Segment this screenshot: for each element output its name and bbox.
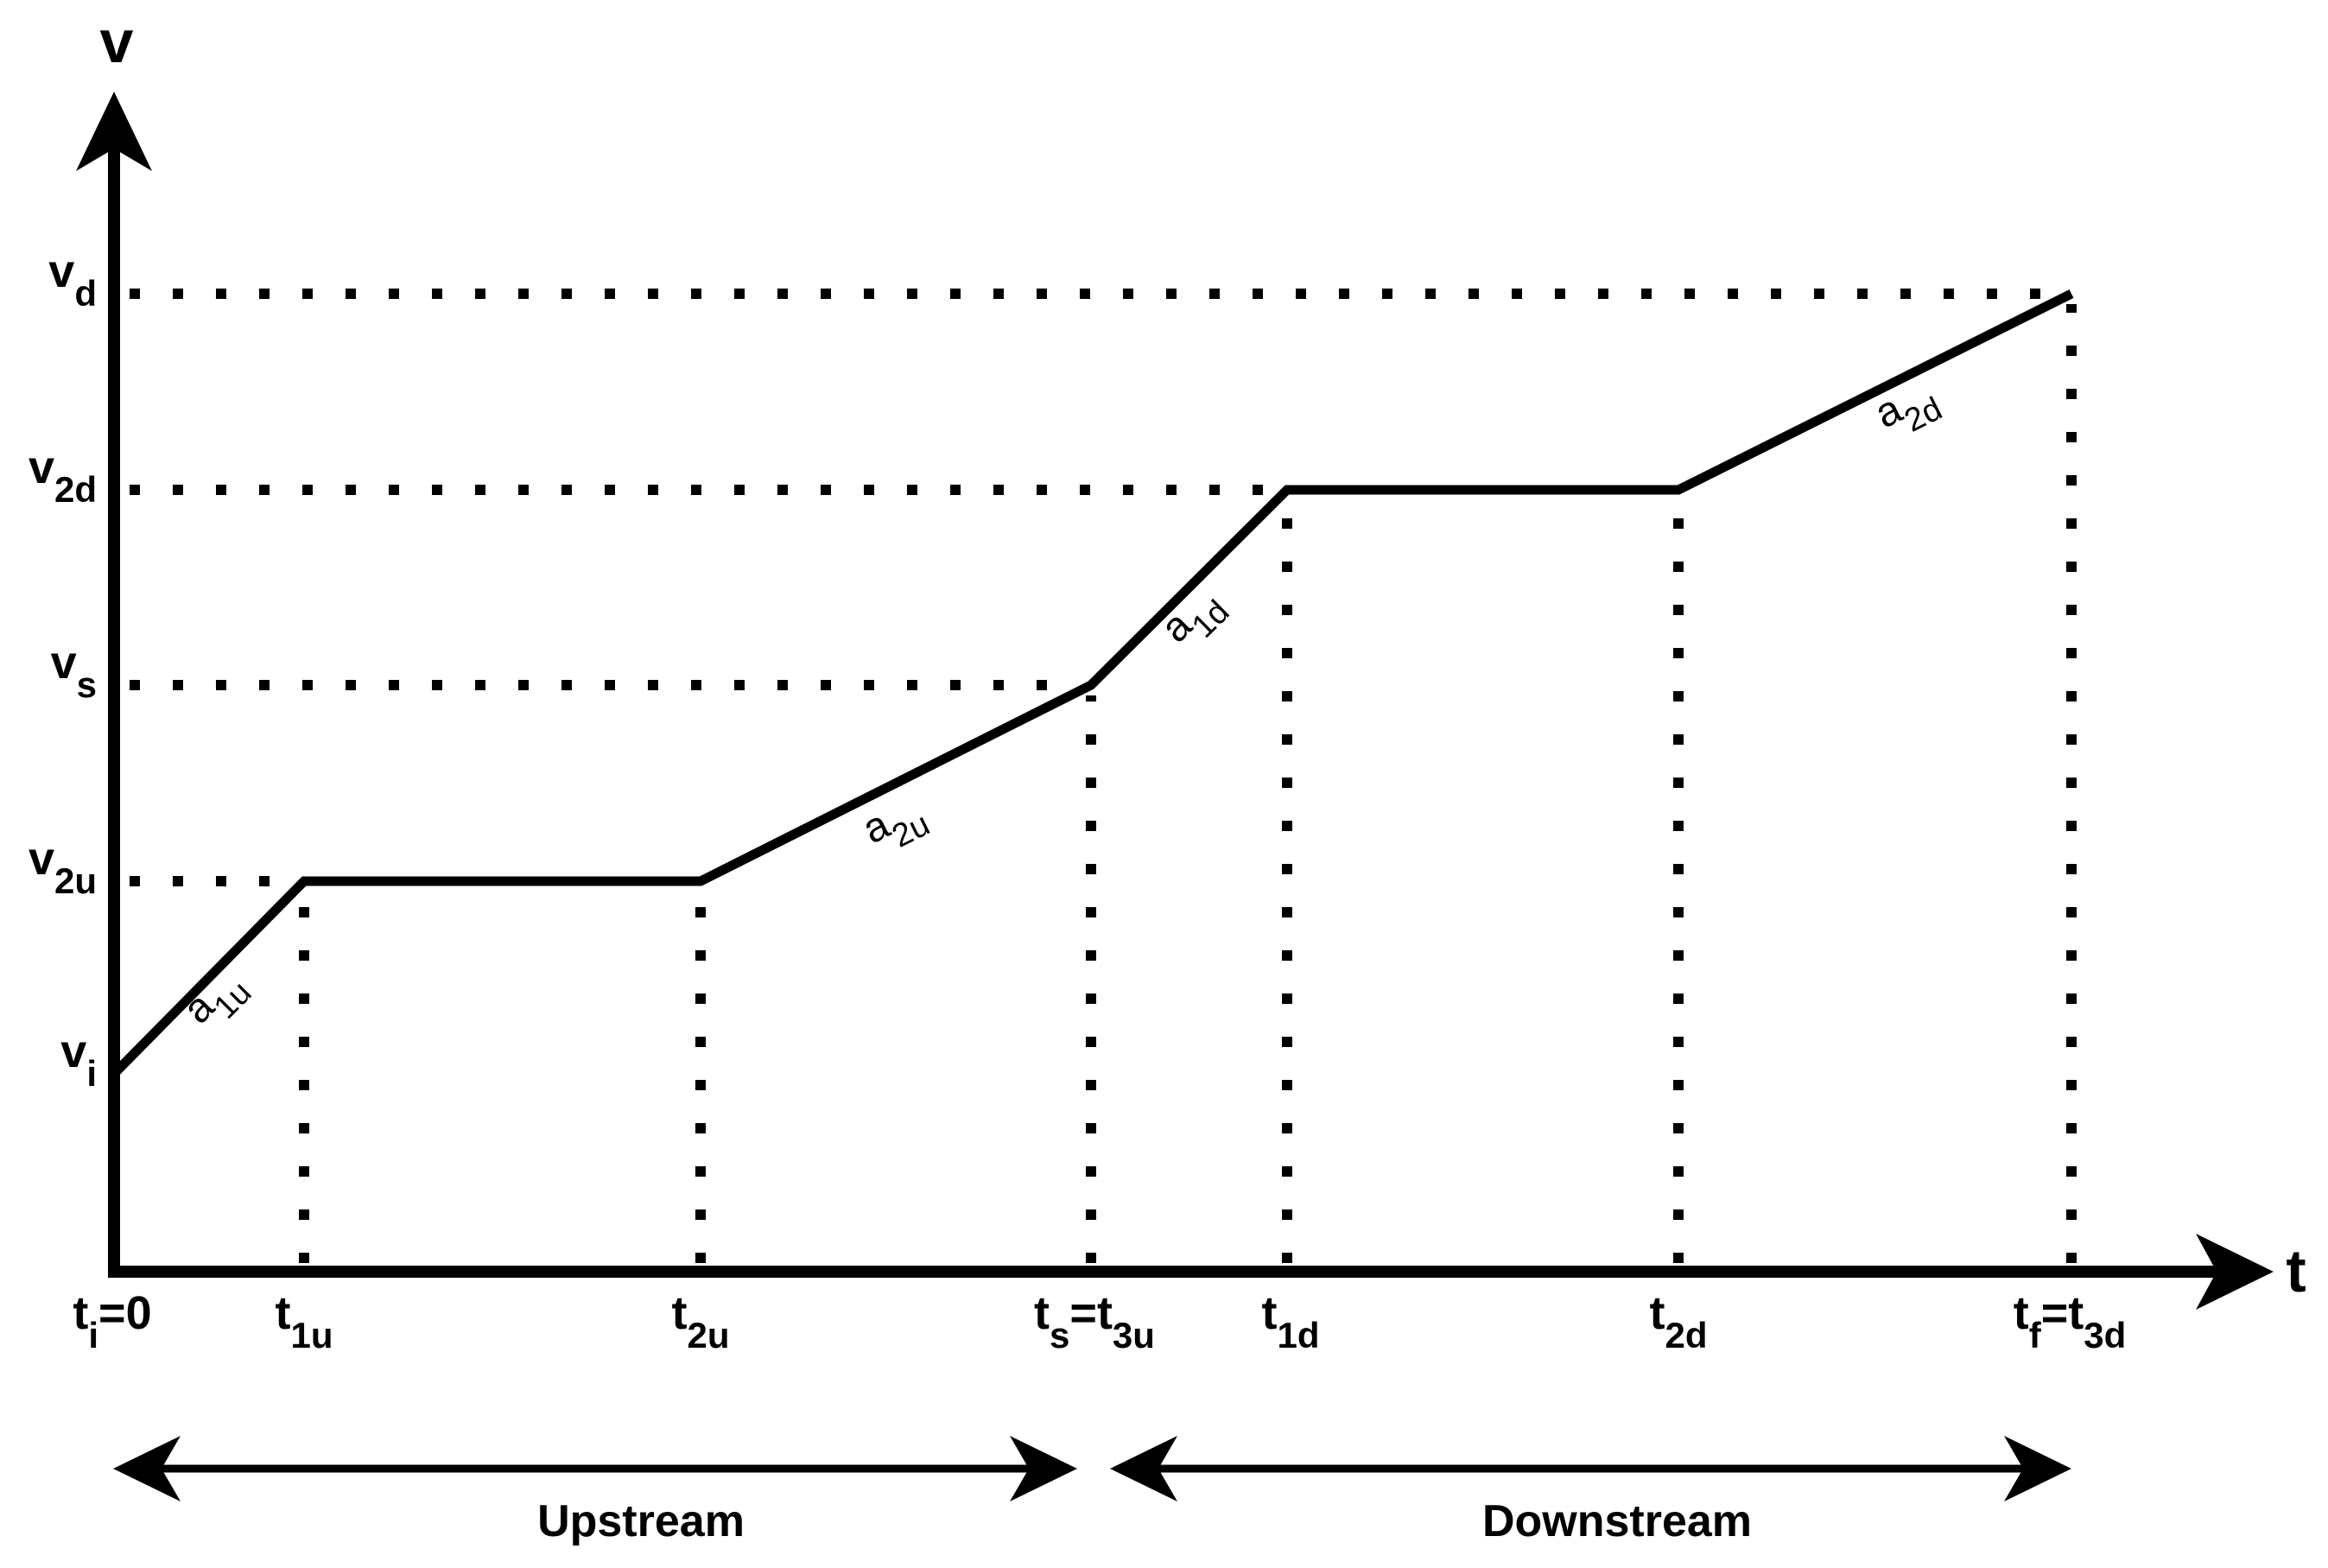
y-tick-labels: vd v2d vs v2u vi <box>29 245 97 1094</box>
y-tick-vi: vi <box>60 1025 97 1094</box>
y-axis-arrowhead-icon <box>76 92 152 171</box>
horizontal-guides <box>130 289 2065 886</box>
vertical-guides <box>299 304 2077 1263</box>
slope-labels: a1u a2u a1d a2d <box>174 370 1948 1032</box>
slope-a1d: a1d <box>1152 577 1237 662</box>
y-axis-title: v <box>100 8 134 75</box>
velocity-curve <box>111 289 2074 1077</box>
downstream-label: Downstream <box>1482 1496 1752 1546</box>
downstream-right-arrowhead-icon <box>2004 1436 2071 1501</box>
x-tick-t2d: t2d <box>1650 1287 1708 1355</box>
y-tick-v2d: v2d <box>29 441 97 510</box>
x-axis-title: t <box>2286 1237 2306 1305</box>
downstream-left-arrowhead-icon <box>1110 1436 1177 1501</box>
y-tick-vs: vs <box>51 637 97 705</box>
upstream-label: Upstream <box>537 1496 745 1546</box>
x-tick-ts: ts=t3u <box>1034 1287 1155 1355</box>
upstream-left-arrowhead-icon <box>113 1436 181 1501</box>
region-annotations: Upstream Downstream <box>113 1436 2071 1546</box>
x-tick-ti: ti=0 <box>73 1287 151 1355</box>
y-tick-vd: vd <box>48 245 97 314</box>
upstream-right-arrowhead-icon <box>1010 1436 1077 1501</box>
y-tick-v2u: v2u <box>29 833 97 901</box>
x-tick-t1u: t1u <box>276 1287 333 1355</box>
x-tick-labels: ti=0 t1u t2u ts=t3u t1d t2d tf=t3d <box>73 1287 2126 1355</box>
slope-a2d: a2d <box>1868 370 1948 450</box>
x-tick-tf: tf=t3d <box>2014 1287 2127 1355</box>
axes: v t <box>76 8 2306 1310</box>
x-tick-t2u: t2u <box>672 1287 730 1355</box>
x-axis-arrowhead-icon <box>2196 1234 2274 1310</box>
x-tick-t1d: t1d <box>1262 1287 1320 1355</box>
